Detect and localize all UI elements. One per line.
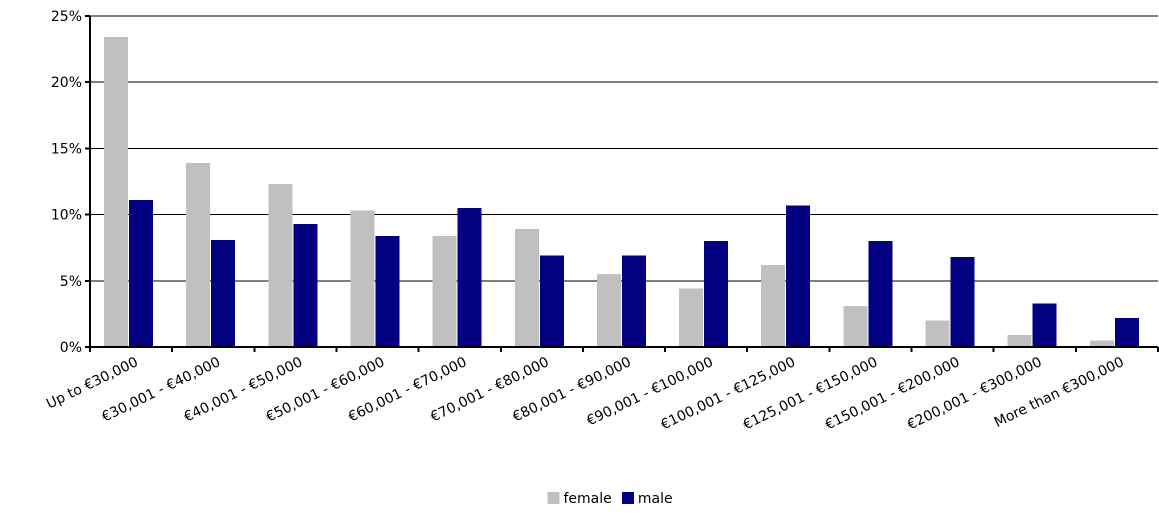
bar-female bbox=[596, 274, 621, 347]
bar-female bbox=[1089, 340, 1114, 347]
bar-male bbox=[950, 256, 975, 347]
x-tick-label: €150,001 - €200,000 bbox=[823, 354, 963, 433]
bar-male bbox=[211, 239, 236, 347]
bar-female bbox=[843, 305, 868, 347]
bar-male bbox=[375, 235, 400, 347]
y-tick-label: 15% bbox=[51, 141, 82, 157]
bar-male bbox=[457, 207, 482, 347]
y-axis-tick-labels: 0% 5% 10% 15% 20% 25% bbox=[51, 9, 82, 356]
legend-swatch-male bbox=[621, 492, 634, 504]
bar-female bbox=[514, 229, 539, 347]
bar-female bbox=[925, 320, 950, 347]
y-tick-label: 25% bbox=[51, 9, 82, 25]
bar-male bbox=[786, 205, 811, 347]
bar-male bbox=[704, 241, 729, 347]
axes bbox=[85, 15, 1159, 352]
x-axis-tick-labels: Up to €30,000€30,001 - €40,000€40,001 - … bbox=[44, 354, 1127, 433]
x-tick-label: €125,001 - €150,000 bbox=[741, 354, 881, 433]
y-tick-label: 10% bbox=[51, 208, 82, 224]
bar-female bbox=[104, 37, 128, 348]
legend-label-female: female bbox=[564, 491, 612, 507]
bar-female bbox=[432, 235, 457, 347]
x-tick-label: €100,001 - €125,000 bbox=[658, 354, 798, 433]
bar-male bbox=[1114, 317, 1139, 347]
bar-female bbox=[350, 210, 375, 347]
bars bbox=[104, 37, 1139, 348]
bar-male bbox=[539, 255, 564, 347]
legend-label-male: male bbox=[638, 491, 673, 507]
bar-female bbox=[186, 162, 211, 347]
gridlines bbox=[90, 15, 1158, 282]
bar-male bbox=[621, 255, 646, 347]
y-tick-label: 5% bbox=[60, 274, 82, 290]
y-tick-label: 0% bbox=[60, 340, 82, 356]
y-tick-label: 20% bbox=[51, 75, 82, 91]
bar-male bbox=[1032, 303, 1057, 347]
legend: female male bbox=[547, 491, 673, 507]
bar-male bbox=[129, 200, 153, 347]
bar-female bbox=[268, 184, 293, 347]
x-tick-label: €200,001 - €300,000 bbox=[905, 354, 1045, 433]
legend-swatch-female bbox=[547, 492, 560, 504]
bar-female bbox=[1007, 335, 1032, 347]
bar-male bbox=[868, 241, 893, 347]
bar-male bbox=[293, 223, 318, 347]
bar-female bbox=[679, 288, 704, 347]
bar-female bbox=[761, 264, 786, 347]
